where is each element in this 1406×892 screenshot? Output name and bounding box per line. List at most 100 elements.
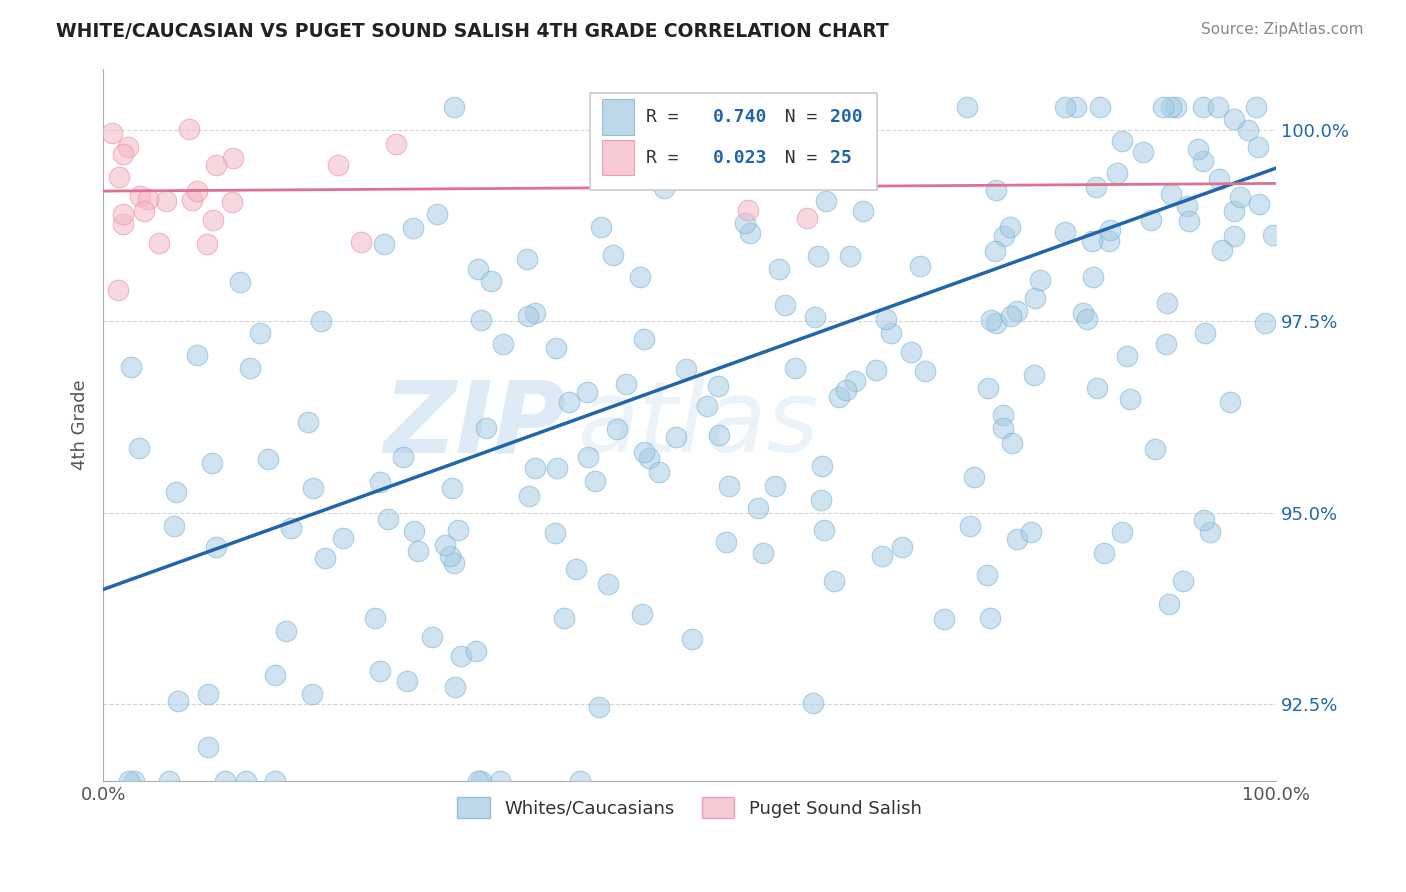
Point (1187, 142, 1209, 156)
Point (959, 519, 981, 533)
Point (844, 374, 866, 388)
Text: N =: N = (763, 108, 828, 126)
Point (1194, 326, 1216, 340)
Point (1054, 225, 1077, 239)
Point (101, 126, 124, 140)
Point (120, 360, 142, 375)
Point (1178, 213, 1201, 227)
Point (1029, 273, 1052, 287)
Point (1219, 394, 1241, 409)
Point (544, 525, 567, 540)
Point (1081, 235, 1104, 249)
Point (228, 275, 250, 289)
Point (239, 361, 262, 376)
Point (1092, 546, 1115, 560)
Point (249, 326, 271, 340)
Point (443, 557, 465, 571)
Point (633, 445, 655, 459)
Point (1084, 180, 1107, 194)
Point (747, 500, 769, 515)
Point (111, 207, 134, 221)
Point (332, 531, 354, 545)
Point (1247, 197, 1270, 211)
Point (983, 244, 1005, 259)
Point (811, 459, 834, 474)
Point (738, 226, 761, 240)
FancyBboxPatch shape (602, 140, 634, 176)
Point (406, 544, 429, 558)
Point (118, 774, 141, 789)
Point (128, 441, 150, 455)
Point (1001, 436, 1024, 450)
Text: ZIP: ZIP (384, 376, 567, 474)
Point (1000, 219, 1022, 234)
Point (752, 546, 775, 560)
Text: 0.023: 0.023 (713, 149, 768, 167)
Point (768, 262, 790, 277)
Point (205, 540, 228, 554)
Point (155, 194, 177, 209)
Point (309, 314, 332, 328)
Point (544, 341, 567, 355)
Point (638, 450, 661, 465)
Point (181, 193, 204, 207)
Point (1229, 190, 1251, 204)
Point (297, 416, 319, 430)
Point (1160, 186, 1182, 201)
Point (373, 236, 395, 251)
Point (986, 316, 1008, 330)
Point (517, 489, 540, 503)
Text: R =: R = (647, 108, 690, 126)
Point (433, 538, 456, 552)
Text: 0.740: 0.740 (713, 108, 768, 126)
Point (810, 493, 832, 508)
Point (516, 252, 538, 266)
Point (195, 237, 218, 252)
Point (470, 774, 492, 789)
Text: R =: R = (647, 149, 690, 167)
Point (1192, 513, 1215, 527)
Point (583, 474, 606, 488)
Point (576, 385, 599, 400)
Point (596, 577, 619, 591)
Point (984, 183, 1007, 197)
Point (111, 217, 134, 231)
Point (900, 345, 922, 359)
Point (1160, 100, 1182, 114)
Point (222, 151, 245, 165)
Point (1024, 291, 1046, 305)
Text: WHITE/CAUCASIAN VS PUGET SOUND SALISH 4TH GRADE CORRELATION CHART: WHITE/CAUCASIAN VS PUGET SOUND SALISH 4T… (56, 22, 889, 41)
Point (823, 574, 845, 588)
Point (1111, 524, 1133, 539)
Point (302, 482, 325, 496)
Point (1098, 222, 1121, 236)
Point (108, 170, 131, 185)
Point (803, 310, 825, 324)
Point (707, 379, 730, 393)
Point (186, 348, 208, 362)
Point (1223, 228, 1246, 243)
Point (368, 664, 391, 678)
Text: 200: 200 (831, 108, 863, 126)
Point (264, 774, 287, 789)
Point (132, 204, 155, 219)
Point (681, 632, 703, 646)
Point (796, 211, 818, 226)
Point (1022, 368, 1045, 382)
Point (1263, 228, 1285, 243)
Point (186, 185, 208, 199)
Point (932, 612, 955, 626)
Point (202, 212, 225, 227)
Point (1192, 100, 1215, 114)
Point (720, 161, 742, 176)
Point (650, 100, 672, 114)
Point (443, 100, 465, 114)
Point (1111, 134, 1133, 148)
Point (956, 100, 979, 114)
Point (136, 192, 159, 206)
Point (1192, 154, 1215, 169)
Point (197, 740, 219, 755)
Point (558, 395, 581, 409)
Text: 25: 25 (831, 149, 852, 167)
Point (1175, 199, 1198, 213)
